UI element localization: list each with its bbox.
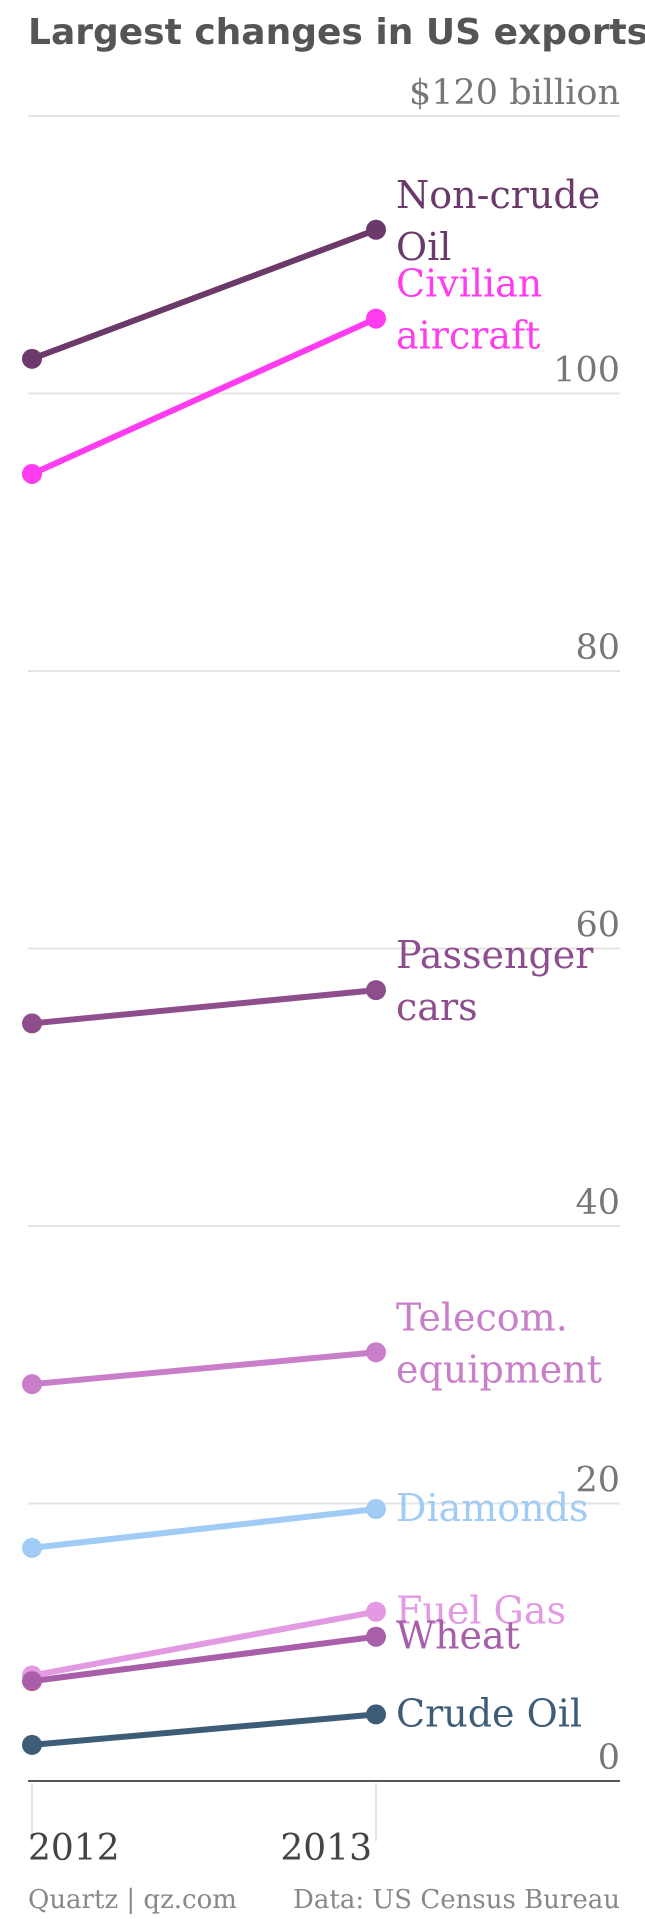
series-label-line: Passenger	[396, 933, 594, 977]
series-non-crude-oil	[22, 219, 386, 369]
series-label-non-crude-oil: Non-crude Oil	[396, 173, 600, 269]
series-label-wheat: Wheat	[396, 1614, 520, 1658]
data-point-2012	[22, 348, 42, 369]
y-tick-label: 40	[575, 1183, 620, 1223]
data-point-2013	[366, 308, 386, 329]
data-point-2012	[22, 1671, 42, 1692]
series-label-line: Crude Oil	[396, 1691, 582, 1735]
series-line	[29, 1349, 379, 1388]
series-telecom-equipment	[22, 1342, 386, 1395]
series-civilian-aircraft	[22, 308, 386, 484]
series-label-line: aircraft	[396, 314, 540, 358]
x-axis: 2012 2013	[28, 1783, 377, 1869]
series-label-line: equipment	[396, 1347, 602, 1391]
series-passenger-cars	[22, 980, 386, 1034]
grid: $120 billion 100 80 60 40 20 0	[28, 73, 620, 1782]
series-label-line: Oil	[396, 225, 451, 269]
series-label-fuel-gas: Fuel Gas	[396, 1589, 566, 1633]
y-tick-label: 80	[575, 628, 620, 668]
series-label-line: Diamonds	[396, 1486, 589, 1530]
y-tick-label: 0	[598, 1738, 620, 1778]
x-tick-label-2012: 2012	[28, 1828, 120, 1869]
data-point-2013	[366, 1704, 386, 1725]
series-diamonds	[22, 1499, 386, 1558]
x-tick-label-2013: 2013	[280, 1828, 372, 1869]
data-point-2012	[22, 1734, 42, 1755]
series-label-line: Non-crude	[396, 173, 600, 217]
data-point-2012	[22, 463, 42, 484]
series-label-line: Telecom.	[396, 1295, 568, 1339]
series-line	[29, 987, 379, 1027]
series-label-line: cars	[396, 985, 478, 1029]
chart-title: Largest changes in US exports	[28, 12, 645, 53]
data-point-2013	[366, 1342, 386, 1363]
series-line	[29, 1711, 379, 1748]
series-label-line: Civilian	[396, 262, 542, 306]
series-label-passenger-cars: Passenger cars	[396, 933, 594, 1029]
data-point-2012	[22, 1013, 42, 1034]
y-tick-label: 60	[575, 906, 620, 946]
footer-source: Quartz | qz.com	[28, 1885, 237, 1915]
series-label-diamonds: Diamonds	[396, 1486, 589, 1530]
series-label-crude-oil: Crude Oil	[396, 1691, 582, 1735]
series-line	[29, 1506, 379, 1551]
series-line	[29, 315, 379, 477]
data-point-2013	[366, 1499, 386, 1520]
y-tick-label: 20	[575, 1461, 620, 1501]
series-wheat	[22, 1626, 386, 1692]
series-label-civilian-aircraft: Civilian aircraft	[396, 262, 542, 358]
data-point-2012	[22, 1374, 42, 1395]
data-point-2013	[366, 1626, 386, 1647]
series-crude-oil	[22, 1704, 386, 1755]
series-line	[29, 1608, 379, 1679]
data-point-2013	[366, 219, 386, 240]
series-label-line: Fuel Gas	[396, 1589, 566, 1633]
footer-data-credit: Data: US Census Bureau	[293, 1885, 620, 1915]
data-point-2013	[366, 980, 386, 1001]
series-line	[29, 1633, 379, 1685]
y-tick-label: 100	[553, 351, 620, 391]
series-label-line: Wheat	[396, 1614, 520, 1658]
y-tick-label: $120 billion	[409, 73, 620, 113]
data-point-2013	[366, 1601, 386, 1622]
series-line	[29, 226, 379, 362]
data-point-2012	[22, 1537, 42, 1558]
series-label-telecom-equipment: Telecom. equipment	[396, 1295, 602, 1391]
series-group	[22, 219, 386, 1755]
